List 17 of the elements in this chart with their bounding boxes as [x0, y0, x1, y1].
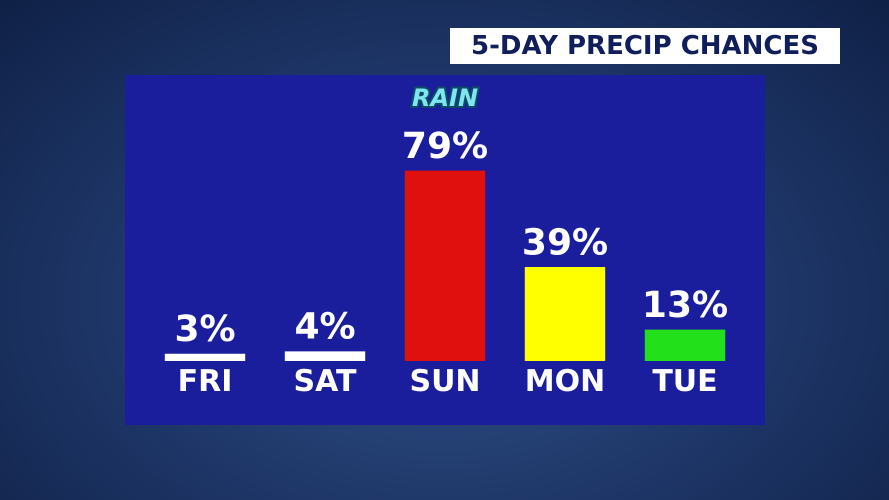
bar — [284, 351, 366, 361]
bar — [644, 330, 726, 361]
x-tick-label: SAT — [294, 364, 358, 399]
data-label: 39% — [522, 222, 608, 264]
bar — [404, 170, 486, 361]
bar — [524, 267, 606, 361]
x-tick-label: FRI — [178, 364, 232, 399]
text: RAIN — [412, 84, 478, 112]
data-label: 3% — [174, 309, 236, 350]
bar — [164, 354, 246, 361]
data-label: 13% — [642, 285, 728, 326]
chart-title: 5-DAY PRECIP CHANCES — [450, 28, 840, 64]
x-tick-label: TUE — [652, 364, 718, 399]
x-tick-label: SUN — [409, 364, 481, 399]
data-label: 79% — [402, 126, 488, 167]
data-label: 4% — [294, 306, 356, 348]
x-tick-label: MON — [524, 364, 606, 399]
